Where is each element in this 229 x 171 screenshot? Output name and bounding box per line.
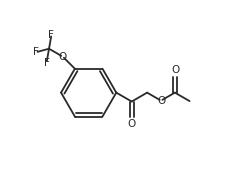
Text: O: O [172, 65, 180, 75]
Text: O: O [128, 119, 136, 129]
Text: O: O [59, 52, 67, 62]
Text: F: F [48, 30, 54, 40]
Text: O: O [157, 96, 165, 106]
Text: F: F [44, 58, 50, 68]
Text: F: F [33, 47, 38, 57]
